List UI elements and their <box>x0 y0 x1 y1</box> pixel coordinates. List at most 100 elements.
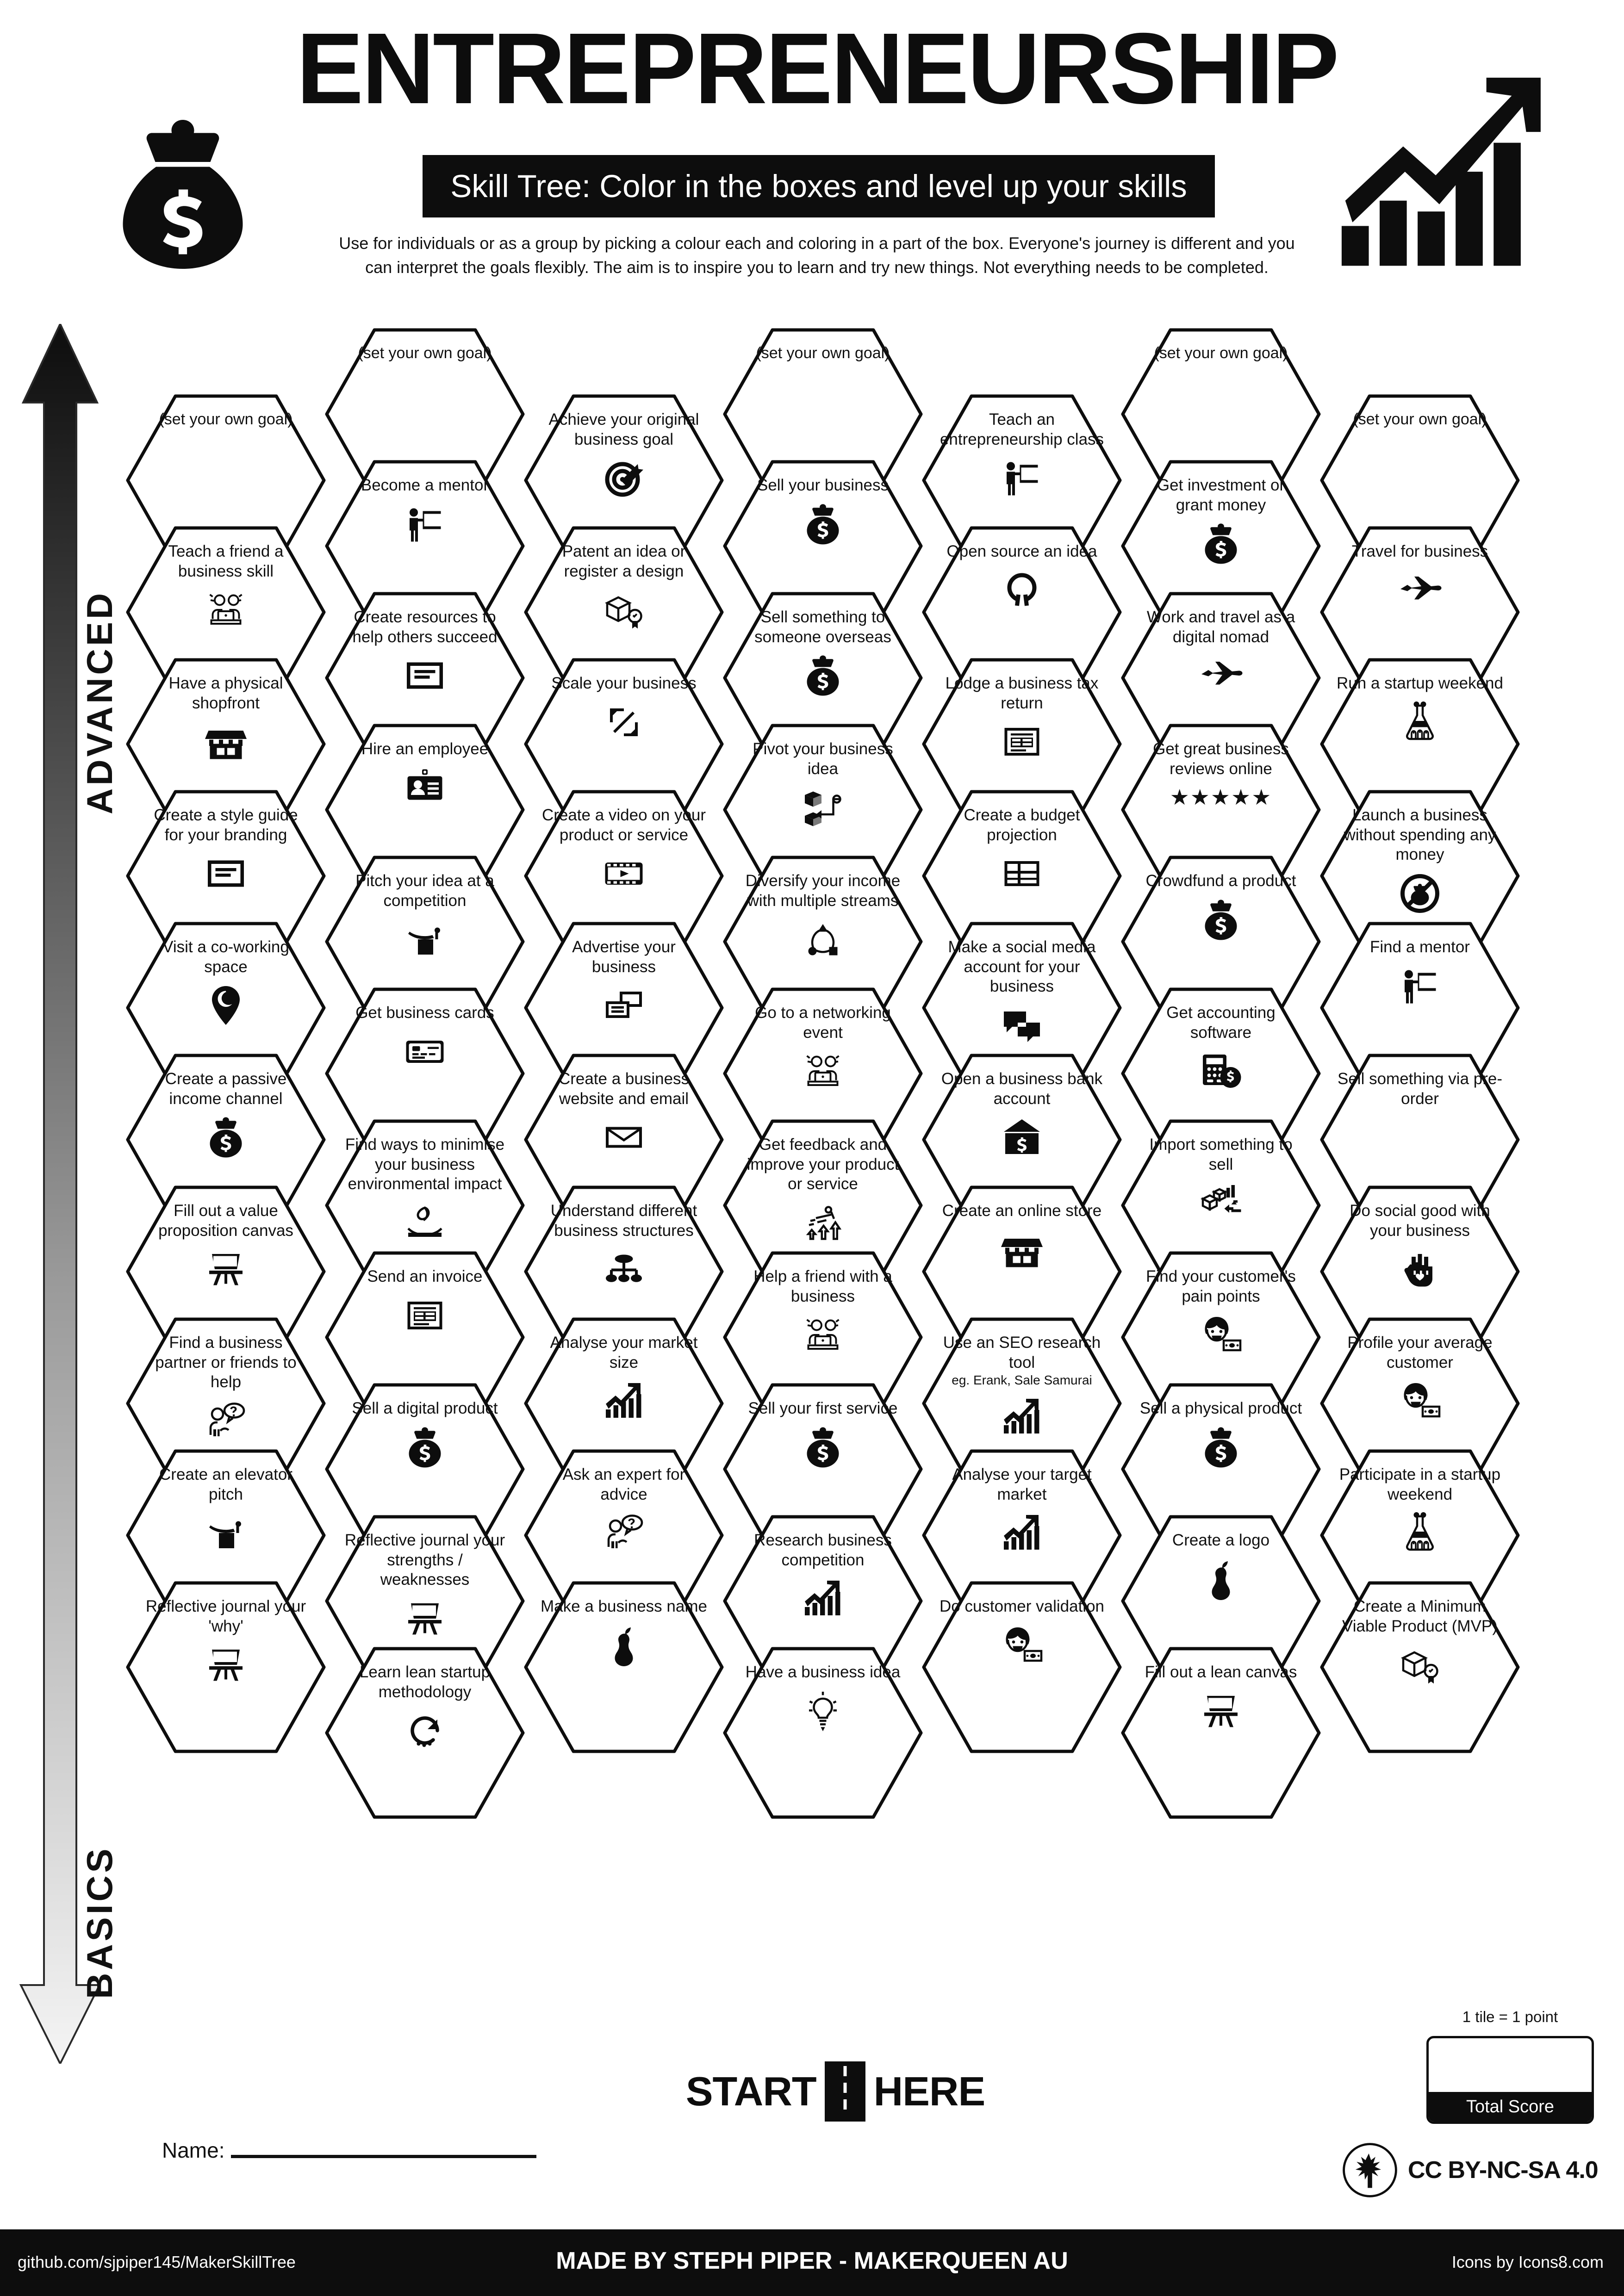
business-card-icon <box>403 1030 447 1074</box>
skill-tile[interactable]: Profile your average customer <box>1319 1316 1521 1490</box>
footer-credit: MADE BY STEPH PIPER - MAKERQUEEN AU <box>556 2247 1068 2274</box>
skill-tile[interactable]: Make a business name <box>523 1580 725 1754</box>
skill-tile[interactable]: Sell your business <box>722 459 924 633</box>
skill-tile[interactable]: Fill out a value proposition canvas <box>125 1185 327 1359</box>
skill-tile-label: Create resources to help others succeed <box>352 608 498 646</box>
skill-tile-label: Pitch your idea at a competition <box>355 872 494 910</box>
total-score-box[interactable]: Total Score <box>1426 2036 1594 2124</box>
skill-tile[interactable]: Create a Minimum Viable Product (MVP) <box>1319 1580 1521 1754</box>
skill-tile[interactable]: Find your customer's pain points <box>1120 1250 1322 1424</box>
skill-tile[interactable]: Teach an entrepreneurship class <box>921 393 1123 567</box>
skill-tile[interactable]: Fill out a lean canvas <box>1120 1646 1322 1820</box>
skill-tile[interactable]: Create a passive income channel <box>125 1053 327 1227</box>
skill-tile[interactable]: Travel for business <box>1319 525 1521 699</box>
skill-tile[interactable]: Teach a friend a business skill <box>125 525 327 699</box>
skill-tile[interactable]: Go to a networking event <box>722 987 924 1160</box>
envelope-icon <box>602 1115 646 1160</box>
skill-tile[interactable]: Lodge a business tax return <box>921 657 1123 831</box>
skill-tile-content: Make a business name <box>539 1592 709 1742</box>
skill-tile[interactable]: Create a business website and email <box>523 1053 725 1227</box>
skill-tile[interactable]: Open source an idea <box>921 525 1123 699</box>
skill-tile[interactable]: Do customer validation <box>921 1580 1123 1754</box>
skill-tile-label: Ask an expert for advice <box>562 1465 685 1503</box>
skill-tile[interactable]: Have a business idea <box>722 1646 924 1820</box>
skill-tile-label: Do social good with your business <box>1350 1202 1490 1240</box>
skill-tile-label: Patent an idea or register a design <box>562 542 686 580</box>
name-input-line[interactable] <box>231 2155 537 2158</box>
skill-tile[interactable]: Sell a physical product <box>1120 1382 1322 1556</box>
skill-tile[interactable]: Advertise your business <box>523 921 725 1095</box>
skill-tile[interactable]: Run a startup weekend <box>1319 657 1521 831</box>
money-bag-icon <box>204 1115 248 1160</box>
skill-tile-content: Diversify your income with multiple stre… <box>738 867 908 1017</box>
skill-tile[interactable]: Reflective journal your strengths / weak… <box>324 1514 526 1688</box>
skill-tile-label: Create a style guide for your branding <box>154 806 298 844</box>
skill-tile[interactable]: Create resources to help others succeed <box>324 591 526 765</box>
skill-tile-label: Create an online store <box>942 1202 1102 1220</box>
skill-tile-content: Visit a co-working space <box>141 933 311 1083</box>
hand-heart-icon <box>1398 1247 1442 1291</box>
tile-point-note: 1 tile = 1 point <box>1462 2008 1558 2025</box>
skill-tile[interactable]: Have a physical shopfront <box>125 657 327 831</box>
skill-tile[interactable]: Get feedback and improve your product or… <box>722 1118 924 1292</box>
skill-tile[interactable]: Hire an employee <box>324 723 526 897</box>
skill-tile[interactable]: Get great business reviews online ★★★★★ <box>1120 723 1322 897</box>
skill-tile-content: Get business cards <box>340 999 510 1148</box>
skill-tile-content: (set your own goal) <box>738 339 908 489</box>
skill-tile-content: Make a social media account for your bus… <box>937 933 1107 1083</box>
skill-tile[interactable]: Use an SEO research tool eg. Erank, Sale … <box>921 1316 1123 1490</box>
skill-tile[interactable]: Pivot your business idea <box>722 723 924 897</box>
skill-tile[interactable]: Make a social media account for your bus… <box>921 921 1123 1095</box>
skill-tile[interactable]: Find a mentor <box>1319 921 1521 1095</box>
skill-tile[interactable]: Sell something to someone overseas <box>722 591 924 765</box>
difficulty-axis: ADVANCED BASICS <box>19 324 125 2064</box>
skill-tile[interactable]: Launch a business without spending any m… <box>1319 789 1521 963</box>
skill-tile[interactable]: Understand different business structures <box>523 1185 725 1359</box>
skill-tile[interactable]: Open a business bank account <box>921 1053 1123 1227</box>
skill-tile-content: Use an SEO research tool eg. Erank, Sale … <box>937 1328 1107 1478</box>
pear-icon <box>1199 1557 1243 1601</box>
refresh-dotted-icon <box>403 1708 447 1753</box>
skill-tile-label: Reflective journal your strengths / weak… <box>344 1531 505 1589</box>
skill-tile-content: Teach a friend a business skill <box>141 537 311 687</box>
skill-tile[interactable]: Create a style guide for your branding <box>125 789 327 963</box>
skill-tile[interactable]: Reflective journal your 'why' <box>125 1580 327 1754</box>
skill-tile[interactable]: Diversify your income with multiple stre… <box>722 855 924 1029</box>
skill-tile[interactable]: Research business competition <box>722 1514 924 1688</box>
skill-tile-label: Go to a networking event <box>755 1004 891 1042</box>
skill-tile-label: Get accounting software <box>1166 1004 1276 1042</box>
skill-tile[interactable]: Get investment or grant money <box>1120 459 1322 633</box>
skill-tile-label: Open a business bank account <box>941 1070 1103 1108</box>
skill-tile[interactable]: Find a business partner or friends to he… <box>125 1316 327 1490</box>
skill-tile[interactable]: Participate in a startup weekend <box>1319 1448 1521 1622</box>
skill-tile-content: Create an online store <box>937 1197 1107 1347</box>
skill-tile-content: Research business competition <box>738 1526 908 1676</box>
skill-tile[interactable]: Ask an expert for advice <box>523 1448 725 1622</box>
skill-tile[interactable]: (set your own goal) <box>125 393 327 567</box>
skill-tile[interactable]: Become a mentor <box>324 459 526 633</box>
skill-tile-content: Sell a physical product <box>1136 1394 1306 1544</box>
name-field-row[interactable]: Name: <box>162 2138 537 2163</box>
footer-github-link[interactable]: github.com/sjpiper145/MakerSkillTree <box>18 2253 296 2271</box>
pivot-boxes-icon <box>801 785 845 830</box>
money-bag-icon <box>801 653 845 698</box>
skill-tile[interactable]: Find ways to minimise your business envi… <box>324 1118 526 1292</box>
import-boxes-icon <box>1199 1181 1243 1225</box>
eco-hand-leaf-icon <box>403 1201 447 1245</box>
skill-tile[interactable]: Sell something via pre-order <box>1319 1053 1521 1227</box>
skill-tile-content: Teach an entrepreneurship class <box>937 405 1107 555</box>
skill-tile-content: Ask an expert for advice <box>539 1460 709 1610</box>
skill-tile[interactable]: Sell a digital product <box>324 1382 526 1556</box>
skill-tile[interactable]: Create an elevator pitch <box>125 1448 327 1622</box>
page-title: ENTREPRENEURSHIP <box>296 12 1339 125</box>
skill-tile[interactable]: (set your own goal) <box>722 327 924 501</box>
skill-tile-content: Analyse your market size <box>539 1328 709 1478</box>
skill-tile-label: Advertise your business <box>572 938 676 976</box>
skill-tile[interactable]: Learn lean startup methodology <box>324 1646 526 1820</box>
skill-tile[interactable]: Create a budget projection <box>921 789 1123 963</box>
skill-tile-content: Create a style guide for your branding <box>141 801 311 951</box>
start-here-marker: START HERE <box>673 2061 997 2122</box>
airplane-icon <box>1199 653 1243 698</box>
skill-tile[interactable]: Scale your business <box>523 657 725 831</box>
skill-tile-label: Pivot your business idea <box>753 740 893 778</box>
